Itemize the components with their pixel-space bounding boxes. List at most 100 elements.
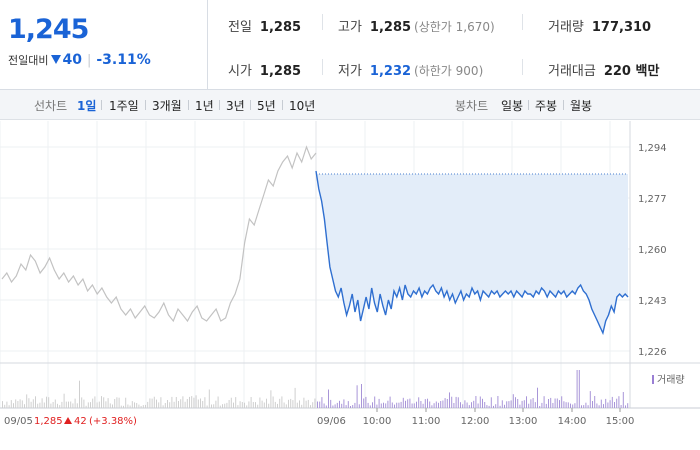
volume-bar: [319, 401, 321, 408]
volume-bar: [482, 398, 483, 408]
up-triangle-icon: [64, 417, 72, 424]
tab-5year[interactable]: 5년: [257, 99, 276, 113]
volume-bar: [477, 403, 479, 408]
volume-bar: [594, 396, 596, 408]
tab-1week[interactable]: 1주일: [109, 99, 139, 113]
volume-bar: [530, 399, 532, 408]
lower-limit: (하한가 900): [414, 64, 484, 78]
volume-bar: [263, 402, 265, 408]
volume-bar: [145, 404, 146, 408]
volume-bar: [215, 400, 217, 408]
volume-bar: [76, 403, 78, 408]
volume-bar: [563, 401, 565, 408]
change-label: 전일대비: [8, 54, 49, 67]
volume-bar: [19, 399, 21, 408]
volume-bar: [466, 402, 468, 408]
volume-bar: [138, 404, 140, 408]
volume-bar: [120, 405, 122, 408]
volume-bar: [105, 401, 107, 408]
volume-bar: [356, 385, 358, 408]
volume-bar: [576, 370, 578, 408]
price-chart: 1,294 1,277 1,260 1,243 1,226 09/06 10:00 11:0…: [0, 121, 700, 427]
volume-bar: [116, 397, 118, 408]
volume-bar: [592, 401, 593, 408]
volume-bar: [442, 400, 444, 408]
tab-3year[interactable]: 3년: [226, 99, 245, 113]
volume-bar: [17, 401, 19, 408]
volume-bar: [512, 394, 514, 408]
volume-bar: [479, 396, 481, 408]
volume-bar: [178, 401, 179, 408]
tab-1year[interactable]: 1년: [195, 99, 214, 113]
volume-bar: [446, 399, 448, 408]
volume-bar: [394, 404, 395, 408]
volume-bar: [372, 402, 373, 408]
volume-bar: [6, 401, 8, 408]
volume-legend: 거래량: [652, 374, 685, 386]
volume-bar: [460, 402, 461, 408]
volume-bar: [114, 399, 116, 408]
volume-bar: [35, 396, 36, 408]
volume-bar: [405, 400, 406, 408]
volume-bar: [422, 403, 424, 408]
tab-divider: [528, 100, 529, 110]
divider: [322, 14, 323, 30]
volume-bars: [2, 370, 629, 408]
volume-bar: [473, 400, 475, 408]
volume-bar: [341, 403, 343, 408]
tab-monthly-candle[interactable]: 월봉: [570, 99, 593, 113]
volume-bar: [493, 405, 494, 408]
volume-bar: [398, 402, 400, 408]
quote-panel: 1,245 전일대비 40 | -3.11% 전일 1,285 고가 1,285 (상한가 …: [0, 0, 700, 90]
low-label: 저가: [338, 64, 362, 79]
volume-bar: [330, 399, 332, 408]
low-price: 저가 1,232 (하한가 900): [338, 60, 483, 79]
volume-bar: [413, 403, 415, 408]
tab-divider: [101, 100, 102, 110]
volume-bar: [583, 405, 585, 408]
volume-bar: [70, 401, 72, 408]
volume-bar: [504, 404, 505, 408]
volume-bar: [314, 398, 316, 408]
volume-bar: [57, 403, 58, 408]
tab-divider: [282, 100, 283, 110]
volume-bar: [495, 404, 497, 408]
volume-bar: [464, 400, 466, 408]
high-label: 고가: [338, 20, 362, 35]
volume-bar: [449, 392, 450, 408]
volume-bar: [169, 402, 171, 408]
volume-bar: [292, 400, 294, 408]
volume-bar: [396, 402, 398, 408]
volume-bar: [109, 403, 111, 408]
tab-10year[interactable]: 10년: [289, 99, 316, 113]
volume-legend-swatch: [652, 375, 654, 384]
volume-bar: [361, 384, 362, 408]
volume-bar: [30, 401, 32, 408]
prev-day-rate: (+3.38%): [89, 416, 137, 427]
volume-bar: [336, 402, 338, 408]
tab-weekly-candle[interactable]: 주봉: [535, 99, 558, 113]
volume-bar: [191, 396, 193, 408]
volume-bar: [261, 400, 263, 408]
volume-bar: [28, 398, 30, 408]
x-tick-label: 10:00: [363, 416, 392, 427]
volume-bar: [296, 402, 298, 408]
volume-bar: [189, 396, 190, 408]
volume-bar: [301, 404, 303, 408]
chart-tab-bar: 선차트 1일 1주일 3개월 1년 3년 5년 10년 봉차트 일봉 주봉 월봉: [0, 90, 700, 120]
volume-bar: [59, 405, 61, 408]
tab-daily-candle[interactable]: 일봉: [501, 99, 524, 113]
volume-bar: [532, 398, 534, 408]
prev-close-label: 전일: [228, 20, 252, 35]
volume-bar: [363, 398, 365, 408]
volume-bar: [171, 396, 173, 408]
volume-bar: [490, 397, 492, 408]
volume-bar: [581, 405, 582, 408]
tab-1day[interactable]: 1일: [77, 99, 97, 113]
volume-bar: [589, 391, 591, 408]
volume-bar: [506, 401, 508, 408]
volume-bar: [374, 396, 376, 408]
volume-bar: [48, 397, 50, 408]
tab-3month[interactable]: 3개월: [152, 99, 182, 113]
volume-bar: [501, 400, 503, 408]
